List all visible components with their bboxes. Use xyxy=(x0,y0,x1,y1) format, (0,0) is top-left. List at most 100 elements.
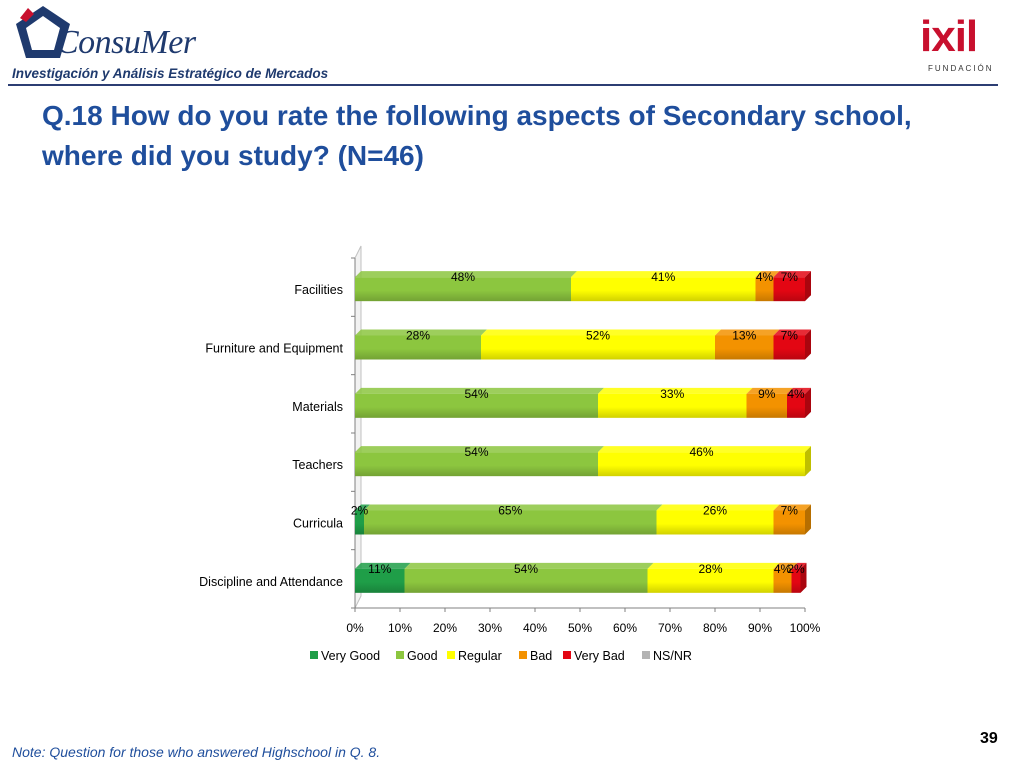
data-label: 2% xyxy=(787,562,805,576)
bar-top-very-good xyxy=(355,504,370,511)
bar-segment-regular xyxy=(647,568,774,593)
ixil-logo-sub: FUNDACIÓN xyxy=(928,64,994,73)
bar-segment-regular xyxy=(598,393,747,418)
bar-segment-bad xyxy=(773,510,805,535)
bar-end-cap xyxy=(800,562,807,593)
bar-segment-good xyxy=(355,335,481,360)
data-label: 65% xyxy=(498,504,522,518)
bar-segment-regular xyxy=(571,277,756,302)
consumer-logo-name: ConsuMer xyxy=(56,24,196,61)
consumer-logo-tagline: Investigación y Análisis Estratégico de … xyxy=(12,66,329,81)
bar-segment-very-bad xyxy=(773,335,805,360)
category-label: Discipline and Attendance xyxy=(199,575,343,589)
page-number: 39 xyxy=(980,730,998,747)
bar-top-bad xyxy=(773,504,811,511)
bar-segment-bad xyxy=(773,568,792,593)
consumer-logo: ConsuMer Investigación y Análisis Estrat… xyxy=(8,2,328,84)
data-label: 11% xyxy=(368,562,391,576)
category-label: Materials xyxy=(292,400,343,414)
bar-top-bad xyxy=(773,562,798,569)
legend-label: Bad xyxy=(530,649,552,663)
category-label: Curricula xyxy=(293,517,343,531)
bar-top-very-bad xyxy=(773,271,811,278)
bar-segment-regular xyxy=(656,510,774,535)
bar-top-bad xyxy=(746,387,793,394)
consumer-logo-mark-icon xyxy=(16,6,70,58)
header-divider xyxy=(8,84,998,86)
x-tick-label: 10% xyxy=(388,621,412,635)
bar-top-very-bad xyxy=(773,329,811,336)
x-tick-label: 60% xyxy=(613,621,637,635)
category-label: Facilities xyxy=(294,283,343,297)
ixil-logo: ixil FUNDACIÓN xyxy=(918,10,998,76)
bar-top-regular xyxy=(656,504,780,511)
x-tick-label: 80% xyxy=(703,621,727,635)
bar-top-very-good xyxy=(355,562,411,569)
slide-title: Q.18 How do you rate the following aspec… xyxy=(42,100,912,171)
data-label: 28% xyxy=(406,329,430,343)
legend-label: NS/NR xyxy=(653,649,692,663)
data-label: 9% xyxy=(758,387,776,401)
data-label: 54% xyxy=(464,387,488,401)
x-tick-label: 90% xyxy=(748,621,772,635)
legend-label: Very Good xyxy=(321,649,380,663)
legend-swatch-good xyxy=(396,651,404,659)
data-label: 4% xyxy=(787,387,805,401)
bar-segment-regular xyxy=(481,335,715,360)
legend-swatch-bad xyxy=(519,651,527,659)
bar-segment-bad xyxy=(715,335,774,360)
bar-end-cap xyxy=(805,504,811,535)
bar-top-good xyxy=(355,271,577,278)
x-tick-label: 30% xyxy=(478,621,502,635)
legend-swatch-regular xyxy=(447,651,455,659)
bar-segment-bad xyxy=(746,393,787,418)
data-label: 54% xyxy=(514,562,538,576)
data-label: 28% xyxy=(698,562,722,576)
bar-top-regular xyxy=(481,329,721,336)
bar-top-regular xyxy=(647,562,780,569)
bar-top-very-bad xyxy=(787,387,811,394)
x-tick-label: 20% xyxy=(433,621,457,635)
category-label: Furniture and Equipment xyxy=(205,342,343,356)
bar-segment-regular xyxy=(598,452,805,477)
bar-top-regular xyxy=(598,387,753,394)
bar-top-good xyxy=(355,387,604,394)
x-tick-label: 50% xyxy=(568,621,592,635)
data-label: 52% xyxy=(586,329,610,343)
bar-segment-good xyxy=(355,277,571,302)
x-tick-label: 100% xyxy=(790,621,821,635)
bar-segment-good xyxy=(404,568,648,593)
category-label: Teachers xyxy=(292,458,343,472)
bar-segment-good xyxy=(355,452,598,477)
bar-segment-bad xyxy=(755,277,774,302)
data-label: 33% xyxy=(660,387,684,401)
bar-top-good xyxy=(355,446,604,453)
legend-label: Good xyxy=(407,649,438,663)
bar-segment-very-bad xyxy=(791,568,801,593)
legend-swatch-ns-nr xyxy=(642,651,650,659)
data-label: 2% xyxy=(351,504,369,518)
data-label: 54% xyxy=(464,445,488,459)
bar-top-good xyxy=(364,504,663,511)
legend-swatch-very-good xyxy=(310,651,318,659)
data-label: 4% xyxy=(756,270,774,284)
ixil-logo-name: ixil xyxy=(920,12,978,61)
bar-segment-very-bad xyxy=(773,277,805,302)
x-tick-label: 70% xyxy=(658,621,682,635)
data-label: 48% xyxy=(451,270,475,284)
data-label: 13% xyxy=(732,329,756,343)
bar-end-cap xyxy=(805,446,811,477)
data-label: 7% xyxy=(781,270,799,284)
bar-end-cap xyxy=(805,387,811,418)
legend-swatch-very-bad xyxy=(563,651,571,659)
legend-label: Regular xyxy=(458,649,502,663)
bar-segment-very-good xyxy=(355,510,364,535)
legend-label: Very Bad xyxy=(574,649,625,663)
x-tick-label: 40% xyxy=(523,621,547,635)
bar-segment-good xyxy=(364,510,657,535)
data-label: 41% xyxy=(651,270,675,284)
bar-top-very-bad xyxy=(791,562,807,569)
bar-top-bad xyxy=(715,329,780,336)
bar-top-good xyxy=(404,562,654,569)
